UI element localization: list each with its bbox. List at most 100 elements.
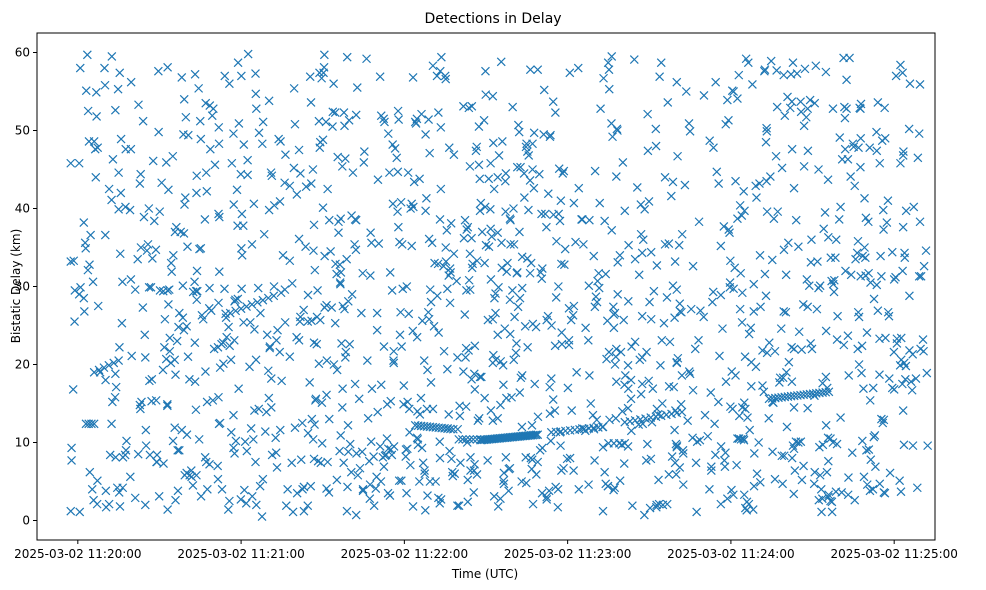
data-point xyxy=(836,413,845,422)
data-point xyxy=(444,409,454,419)
data-point xyxy=(449,249,459,259)
data-point xyxy=(611,413,621,423)
data-point xyxy=(449,150,459,160)
data-point xyxy=(215,418,225,428)
data-point xyxy=(436,495,446,504)
data-point xyxy=(180,193,190,203)
data-point xyxy=(213,474,223,484)
data-point xyxy=(521,478,531,488)
data-point xyxy=(778,373,788,383)
data-point xyxy=(909,202,919,212)
data-point xyxy=(266,402,276,412)
x-tick-label: 2025-03-02 11:20:00 xyxy=(14,547,141,561)
data-point xyxy=(792,69,802,78)
data-point xyxy=(773,207,783,217)
data-point xyxy=(288,507,298,517)
data-point xyxy=(475,174,485,184)
data-point xyxy=(524,151,534,160)
data-point xyxy=(566,315,576,325)
data-point xyxy=(848,139,858,149)
data-point xyxy=(550,108,560,117)
data-point xyxy=(67,456,76,465)
data-point xyxy=(433,493,443,503)
data-point xyxy=(584,215,594,225)
data-point xyxy=(676,399,686,409)
x-axis: 2025-03-02 11:20:00 2025-03-02 11:21:00 20… xyxy=(14,540,958,561)
data-point xyxy=(201,98,211,108)
data-point xyxy=(83,106,93,116)
x-axis-label: Time (UTC) xyxy=(451,567,518,581)
data-point xyxy=(823,456,833,466)
data-point xyxy=(569,466,579,476)
data-point xyxy=(715,351,724,361)
data-point xyxy=(779,307,789,316)
data-point xyxy=(859,472,869,482)
data-point xyxy=(165,346,175,356)
data-point xyxy=(229,200,239,210)
data-point xyxy=(254,128,264,138)
data-point xyxy=(218,338,228,348)
data-point xyxy=(646,454,656,464)
data-point xyxy=(249,199,259,209)
data-point xyxy=(821,420,831,430)
data-point xyxy=(116,134,126,144)
data-point xyxy=(308,434,318,444)
data-point xyxy=(685,369,695,379)
data-point xyxy=(577,214,587,224)
data-point xyxy=(76,282,85,292)
data-point xyxy=(147,374,157,384)
data-point xyxy=(337,161,347,171)
data-point xyxy=(592,297,602,307)
data-point xyxy=(525,65,535,75)
data-point xyxy=(208,395,218,405)
data-point xyxy=(803,104,813,114)
data-point xyxy=(496,57,506,67)
data-point xyxy=(233,58,243,68)
data-point xyxy=(915,217,925,227)
data-point xyxy=(589,251,599,261)
data-point xyxy=(251,69,260,78)
data-point xyxy=(637,353,647,362)
data-point xyxy=(922,368,932,378)
data-point xyxy=(467,374,477,384)
data-point xyxy=(401,452,411,461)
data-point xyxy=(306,179,316,188)
data-point xyxy=(590,166,600,176)
data-point xyxy=(552,236,561,246)
data-point xyxy=(398,284,408,294)
data-point xyxy=(620,206,630,216)
data-point xyxy=(393,222,403,232)
data-point xyxy=(419,356,429,366)
data-point xyxy=(420,469,430,479)
data-point xyxy=(384,168,394,178)
data-point xyxy=(177,73,187,82)
data-point xyxy=(499,479,509,489)
data-point xyxy=(178,313,188,323)
data-point xyxy=(310,395,320,405)
data-point xyxy=(796,437,806,447)
data-point xyxy=(351,215,361,225)
data-point xyxy=(491,308,500,318)
data-point xyxy=(280,285,290,295)
data-point xyxy=(530,379,540,389)
data-point xyxy=(224,79,234,89)
data-point xyxy=(408,326,418,336)
data-point xyxy=(634,270,644,280)
data-point xyxy=(643,109,653,119)
data-point xyxy=(889,275,899,284)
data-point xyxy=(445,264,455,273)
data-point xyxy=(767,255,777,265)
data-point xyxy=(853,344,863,354)
data-point xyxy=(911,374,921,383)
data-point xyxy=(171,495,180,505)
data-point xyxy=(640,204,650,214)
data-point xyxy=(497,136,507,146)
data-point xyxy=(366,228,376,238)
data-point xyxy=(486,406,496,415)
data-point xyxy=(151,245,161,255)
data-point xyxy=(280,178,290,188)
data-point xyxy=(114,168,124,178)
data-point xyxy=(92,476,102,486)
data-point xyxy=(462,225,472,234)
data-point xyxy=(303,428,313,438)
